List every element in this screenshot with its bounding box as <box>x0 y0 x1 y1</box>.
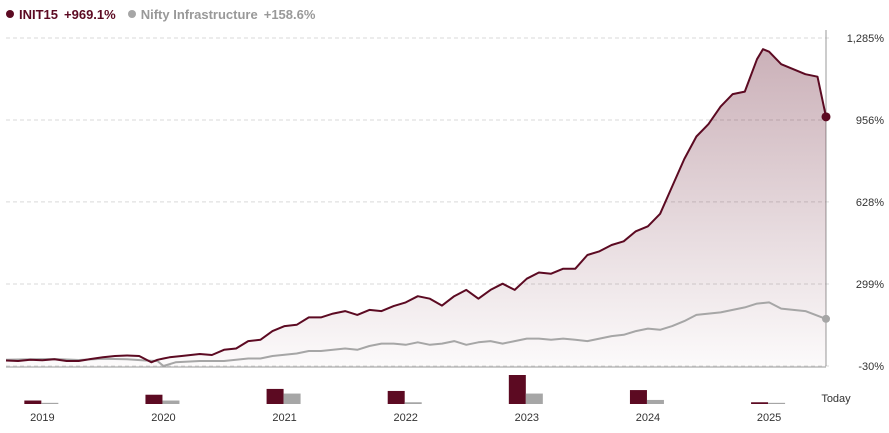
annual-bar-nifty-infrastructure <box>525 393 543 404</box>
x-tick-label: 2020 <box>151 412 175 424</box>
x-tick-label: 2025 <box>757 412 781 424</box>
x-axis: 2019 2020 2021 2022 2023 2024 2025 Today <box>30 393 851 424</box>
x-tick-label: 2023 <box>515 412 539 424</box>
annual-bar-init15 <box>145 394 163 404</box>
annual-bar-init15 <box>387 390 405 404</box>
annual-bar-init15 <box>24 400 42 404</box>
legend-series-return: +158.6% <box>263 6 316 22</box>
legend-series-name: Nifty Infrastructure <box>140 6 258 22</box>
annual-return-bars <box>24 375 786 404</box>
x-tick-label: 2024 <box>636 412 660 424</box>
area-fill <box>6 49 826 366</box>
annual-bar-init15 <box>508 375 526 404</box>
annual-bar-nifty-infrastructure <box>162 400 180 404</box>
y-tick-label: 628% <box>856 197 884 209</box>
series-lines <box>5 48 831 368</box>
series-line-init15 <box>5 48 827 364</box>
annual-bar-init15 <box>266 388 284 404</box>
legend: INIT15 +969.1% Nifty Infrastructure +158… <box>6 5 327 23</box>
annual-bar-nifty-infrastructure <box>283 393 301 404</box>
annual-bar-nifty-infrastructure <box>646 399 664 404</box>
x-tick-label: 2022 <box>393 412 417 424</box>
x-tick-label: 2019 <box>30 412 54 424</box>
annual-bar-init15 <box>629 390 647 404</box>
y-axis: -30% 299% 628% 956% 1,285% <box>825 30 885 373</box>
series-end-point-nifty-infrastructure <box>822 314 830 323</box>
annual-bar-nifty-infrastructure <box>404 402 422 404</box>
y-tick-label: 956% <box>856 115 884 127</box>
annual-bar-init15 <box>751 402 769 404</box>
series-end-point-init15 <box>821 112 831 122</box>
legend-series-return: +969.1% <box>64 6 116 22</box>
x-tick-label: Today <box>821 393 851 405</box>
series-dot-icon <box>6 10 14 18</box>
y-tick-label: -30% <box>858 361 884 373</box>
y-tick-label: 1,285% <box>847 33 885 45</box>
series-line-nifty-infrastructure <box>5 301 827 367</box>
series-area-init15 <box>6 49 826 366</box>
x-tick-label: 2021 <box>272 412 296 424</box>
legend-item-nifty-infrastructure[interactable]: Nifty Infrastructure +158.6% <box>127 6 316 22</box>
series-dot-icon <box>127 10 136 18</box>
legend-item-init15[interactable]: INIT15 +969.1% <box>6 7 116 22</box>
annual-bar-nifty-infrastructure <box>41 402 59 404</box>
y-tick-label: 299% <box>856 279 884 291</box>
legend-series-name: INIT15 <box>19 6 59 22</box>
annual-bar-nifty-infrastructure <box>768 402 786 404</box>
